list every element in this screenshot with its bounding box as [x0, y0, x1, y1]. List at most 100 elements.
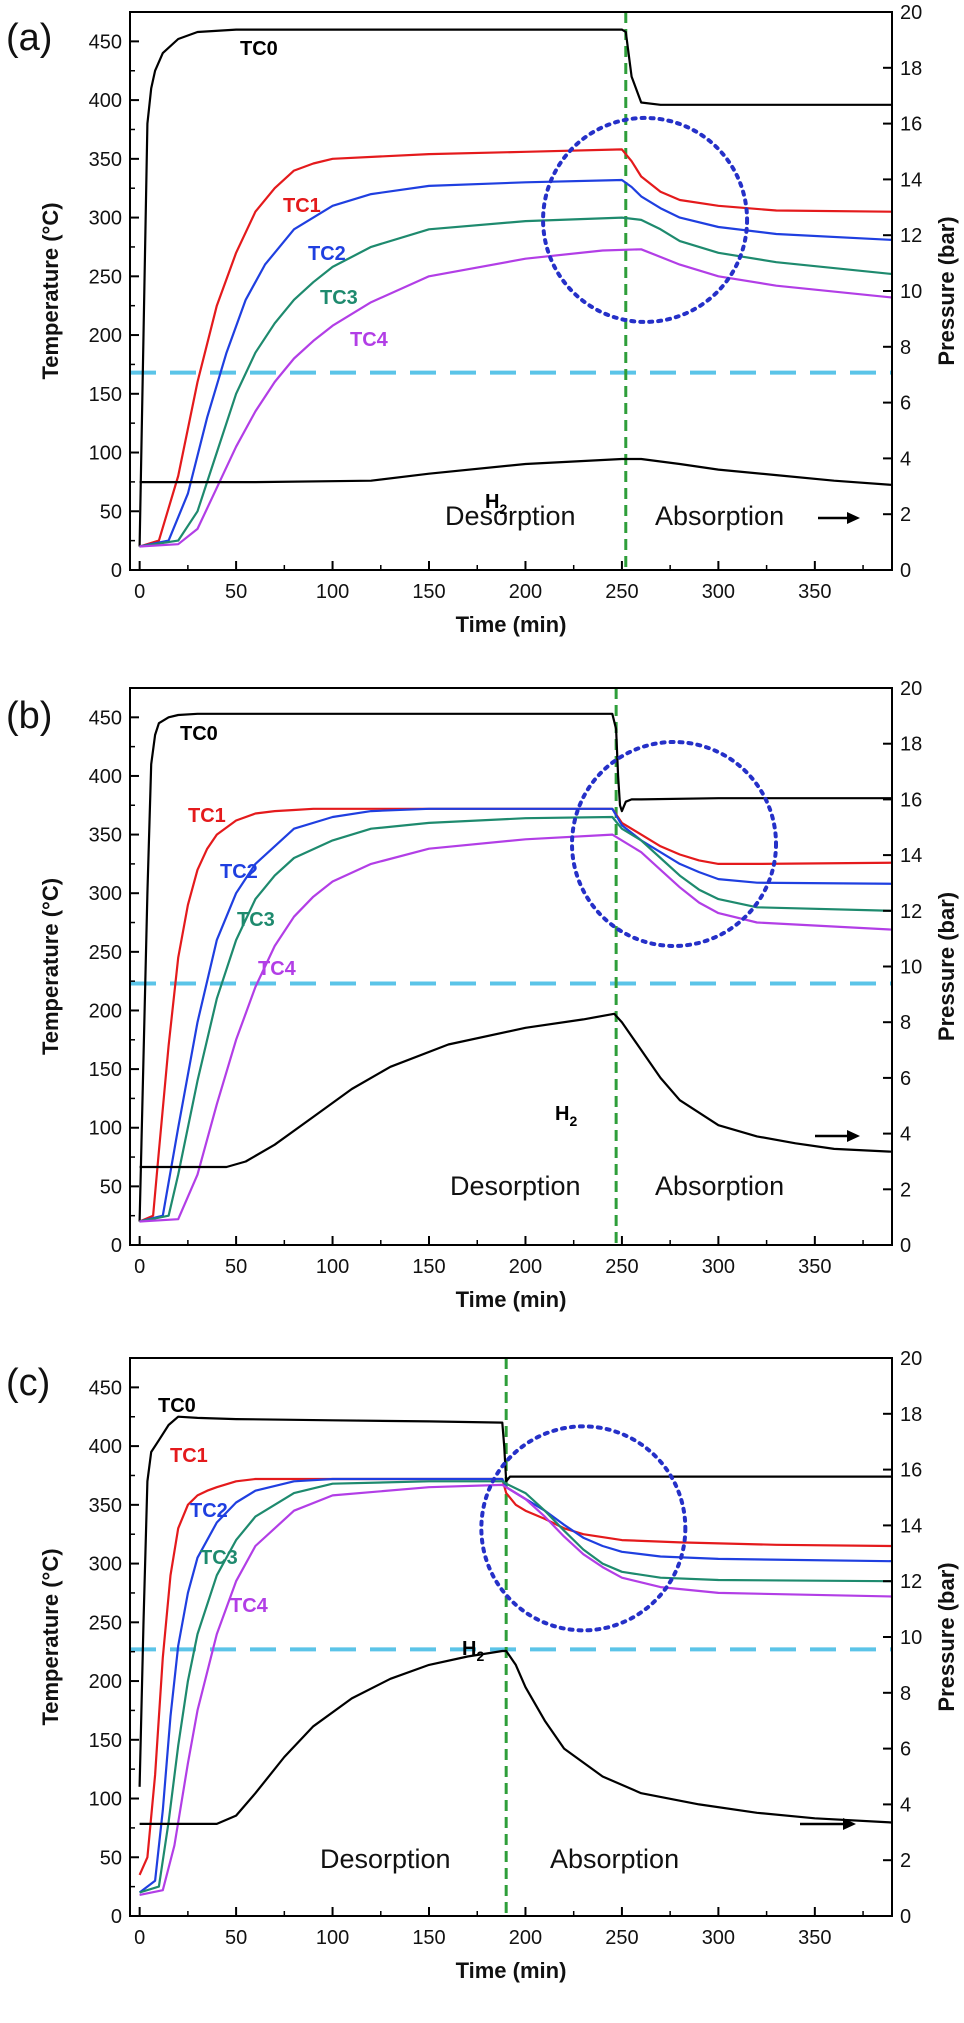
x-tick-label: 150	[412, 1256, 445, 1278]
x-tick-label: 50	[225, 1256, 247, 1278]
series-label-tc4: TC4	[230, 1595, 269, 1617]
y-axis-title: Temperature (°C)	[38, 1548, 63, 1725]
series-line-h2	[139, 1649, 893, 1826]
chart-panel-3: (c) TC0 TC1 TC2 TC3 TC4 H2 Desorption Absorption…	[6, 1348, 959, 1983]
region-label-absorption: Absorption	[655, 501, 784, 531]
region-label-absorption: Absorption	[655, 1171, 784, 1201]
y-tick-label: 50	[100, 1176, 122, 1198]
x-tick-label: 300	[702, 1256, 735, 1278]
x-axis-title: Time (min)	[456, 1958, 567, 1983]
y-tick-label: 0	[111, 1906, 122, 1928]
y-right-tick-label: 6	[900, 1068, 911, 1090]
highlight-circle	[479, 1424, 688, 1633]
y-right-tick-label: 0	[900, 1906, 911, 1928]
x-tick-label: 100	[316, 1927, 349, 1949]
series-line-tc0	[138, 712, 892, 1222]
series-label-tc1: TC1	[170, 1445, 208, 1467]
y-tick-label: 450	[89, 1377, 122, 1399]
series-label-tc0: TC0	[180, 723, 218, 745]
y-right-tick-label: 6	[900, 393, 911, 415]
series-line-tc2	[139, 807, 893, 1223]
y-tick-label: 350	[89, 825, 122, 847]
region-label-desorption: Desorption	[450, 1171, 581, 1201]
x-tick-label: 200	[509, 1927, 542, 1949]
axis-arrow-head	[847, 1130, 860, 1142]
y-right-axis-title: Pressure (bar)	[934, 892, 959, 1041]
y-tick-label: 450	[89, 707, 122, 729]
series-label-tc2: TC2	[220, 861, 258, 883]
chart-panel-2: (b) TC0 TC1 TC2 TC3 TC4 H2 Desorption Absorption…	[6, 678, 959, 1312]
y-tick-label: 300	[89, 883, 122, 905]
x-tick-label: 250	[605, 1256, 638, 1278]
h2-label: H2	[485, 491, 507, 517]
y-right-tick-label: 20	[900, 678, 922, 700]
y-right-axis-title: Pressure (bar)	[934, 1562, 959, 1711]
x-tick-label: 350	[798, 1256, 831, 1278]
y-tick-label: 200	[89, 325, 122, 347]
y-right-tick-label: 4	[900, 1794, 911, 1816]
y-right-tick-label: 16	[900, 1460, 922, 1482]
y-right-tick-label: 16	[900, 789, 922, 811]
x-axis-title: Time (min)	[456, 1287, 567, 1312]
y-axis-title: Temperature (°C)	[38, 878, 63, 1055]
y-axis-title: Temperature (°C)	[38, 202, 63, 379]
y-tick-label: 50	[100, 501, 122, 523]
panel-label: (a)	[6, 17, 52, 59]
y-right-tick-label: 8	[900, 1683, 911, 1705]
y-right-axis-title: Pressure (bar)	[934, 216, 959, 365]
y-tick-label: 400	[89, 766, 122, 788]
y-right-tick-label: 16	[900, 114, 922, 136]
y-right-tick-label: 8	[900, 337, 911, 359]
series-line-tc1	[138, 1477, 893, 1876]
series-line-tc0	[138, 28, 892, 547]
y-right-tick-label: 10	[900, 281, 922, 303]
y-right-tick-label: 18	[900, 58, 922, 80]
series-line-tc4	[139, 248, 893, 548]
y-tick-label: 250	[89, 942, 122, 964]
x-tick-label: 100	[316, 581, 349, 603]
y-right-tick-label: 14	[900, 845, 922, 867]
series-line-tc4	[139, 833, 893, 1223]
x-tick-label: 0	[134, 1927, 145, 1949]
region-label-desorption: Desorption	[445, 501, 576, 531]
y-tick-label: 200	[89, 1671, 122, 1693]
x-tick-label: 0	[134, 1256, 145, 1278]
y-right-tick-label: 14	[900, 169, 922, 191]
y-right-tick-label: 12	[900, 225, 922, 247]
y-right-tick-label: 10	[900, 1627, 922, 1649]
x-tick-label: 200	[509, 581, 542, 603]
y-right-tick-label: 18	[900, 734, 922, 756]
series-line-tc1	[139, 148, 893, 548]
y-tick-label: 400	[89, 1436, 122, 1458]
x-tick-label: 150	[412, 1927, 445, 1949]
y-right-tick-label: 20	[900, 1348, 922, 1370]
x-tick-label: 100	[316, 1256, 349, 1278]
panel-label: (b)	[6, 695, 52, 737]
region-label-absorption: Absorption	[550, 1844, 679, 1874]
series-label-tc2: TC2	[190, 1500, 228, 1522]
series-label-tc0: TC0	[240, 38, 278, 60]
x-tick-label: 300	[702, 1927, 735, 1949]
y-right-tick-label: 4	[900, 448, 911, 470]
y-tick-label: 200	[89, 1000, 122, 1022]
panel-label: (c)	[6, 1362, 50, 1404]
y-right-tick-label: 2	[900, 504, 911, 526]
y-tick-label: 50	[100, 1847, 122, 1869]
x-tick-label: 350	[798, 581, 831, 603]
x-tick-label: 250	[605, 581, 638, 603]
x-tick-label: 150	[412, 581, 445, 603]
region-label-desorption: Desorption	[320, 1844, 451, 1874]
y-tick-label: 400	[89, 90, 122, 112]
series-label-tc3: TC3	[320, 287, 358, 309]
series-label-tc1: TC1	[188, 805, 226, 827]
series-label-tc0: TC0	[158, 1395, 196, 1417]
y-right-tick-label: 0	[900, 560, 911, 582]
y-right-tick-label: 18	[900, 1404, 922, 1426]
series-label-tc4: TC4	[350, 329, 389, 351]
y-right-tick-label: 0	[900, 1235, 911, 1257]
y-tick-label: 150	[89, 384, 122, 406]
y-tick-label: 100	[89, 1118, 122, 1140]
y-tick-label: 0	[111, 1235, 122, 1257]
